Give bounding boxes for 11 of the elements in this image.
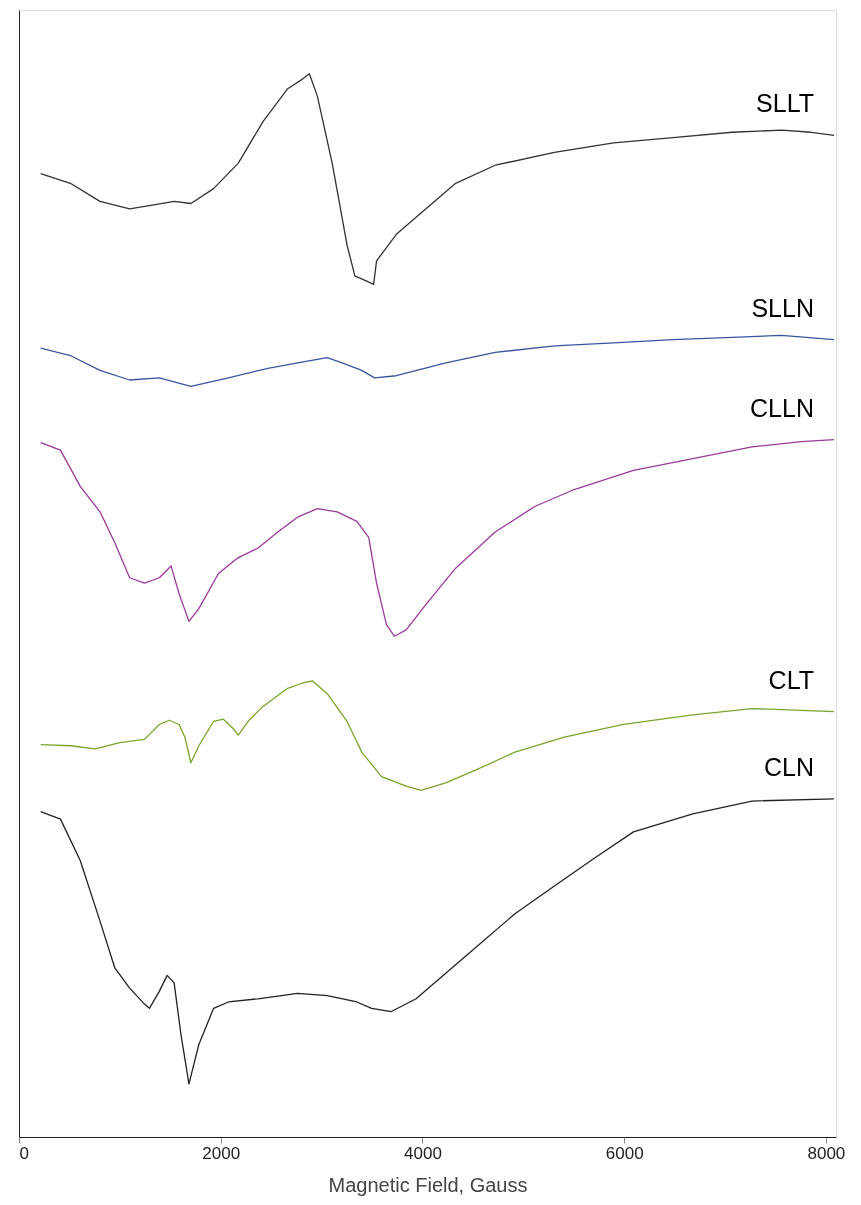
series-label: CLLN [750, 393, 814, 422]
x-tick-label: 4000 [404, 1143, 442, 1163]
series-label: SLLT [756, 89, 814, 118]
x-tick-label: 6000 [605, 1143, 644, 1163]
x-tick-label: 0 [19, 1143, 29, 1163]
x-axis-title: Magnetic Field, Gauss [328, 1173, 528, 1196]
series-label: CLT [768, 665, 814, 694]
series-label: SLLN [751, 293, 814, 322]
series-label: CLN [763, 752, 814, 781]
x-tick-label: 8000 [807, 1143, 846, 1163]
x-tick-label: 2000 [202, 1143, 241, 1163]
